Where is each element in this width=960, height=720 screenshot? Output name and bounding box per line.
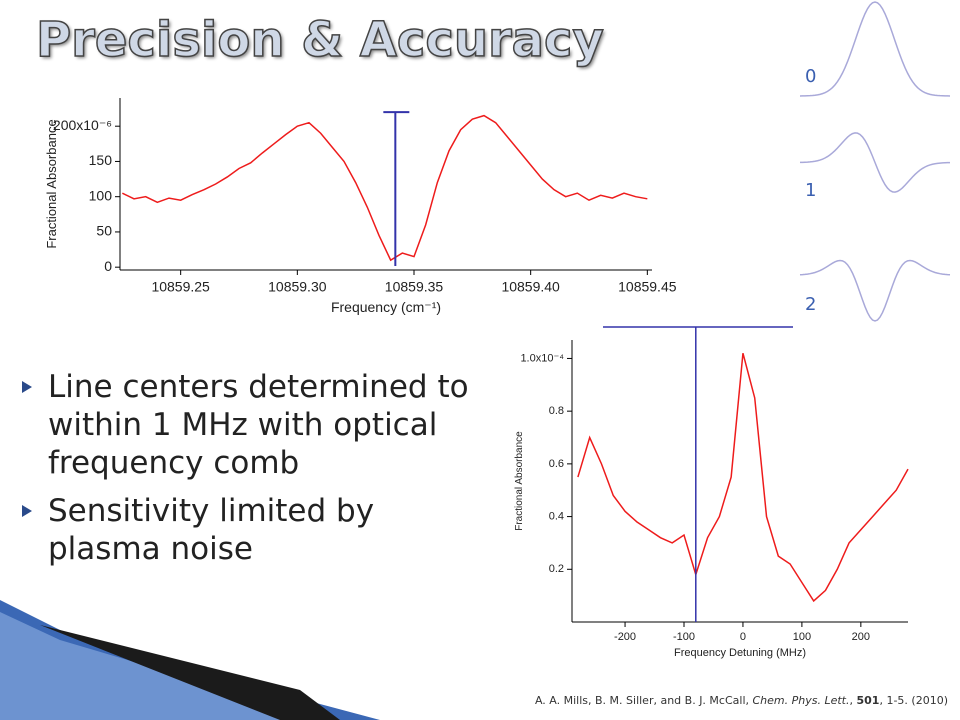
derivative-curve [799,259,951,322]
x-tick-label: 200 [852,631,870,643]
derivative-curve [799,132,951,193]
x-tick-label: 100 [793,631,811,643]
x-tick-label: 10859.30 [268,279,327,295]
derivative-label: 0 [805,66,817,87]
y-tick-label: 0 [104,258,112,274]
x-tick-label: 0 [740,631,746,643]
y-axis-title: Fractional Absorbance [514,431,525,531]
y-tick-label: 0.8 [549,405,564,417]
citation-journal: Chem. Phys. Lett. [752,694,850,707]
decoration [0,600,380,720]
x-axis-title: Frequency (cm⁻¹) [331,299,441,315]
citation: A. A. Mills, B. M. Siller, and B. J. McC… [535,694,948,707]
citation-authors: A. A. Mills, B. M. Siller, and B. J. McC… [534,694,753,707]
bullet: Line centers determined to within 1 MHz … [18,368,478,482]
citation-pages: , 1-5. (2010) [879,694,948,707]
x-tick-label: 10859.40 [501,279,560,295]
derivative-label: 1 [805,180,817,201]
data-line [122,114,648,262]
y-tick-label: 0.2 [549,563,564,575]
citation-volume: 501 [856,694,880,707]
x-tick-label: -200 [614,631,636,643]
y-tick-label: 200x10⁻⁶ [53,117,112,133]
y-axis-title: Fractional Absorbance [44,119,59,248]
x-tick-label: 10859.25 [151,279,210,295]
x-tick-label: 10859.35 [385,279,444,295]
y-tick-label: 150 [89,152,113,168]
data-line [577,352,909,603]
citation-sep: , [849,694,857,707]
bullet: Sensitivity limited by plasma noise [18,492,478,568]
y-tick-label: 0.6 [549,458,564,470]
y-tick-label: 50 [96,223,112,239]
bullet-list: Line centers determined to within 1 MHz … [18,368,478,578]
y-tick-label: 0.4 [549,510,564,522]
derivative-curve [799,1,951,97]
y-tick-label: 1.0x10⁻⁴ [520,352,564,364]
derivative-label: 2 [805,294,817,315]
y-tick-label: 100 [89,187,113,203]
x-axis-title: Frequency Detuning (MHz) [674,647,806,659]
x-tick-label: -100 [673,631,695,643]
title: Precision & Accuracy [35,11,604,69]
x-tick-label: 10859.45 [618,279,677,295]
